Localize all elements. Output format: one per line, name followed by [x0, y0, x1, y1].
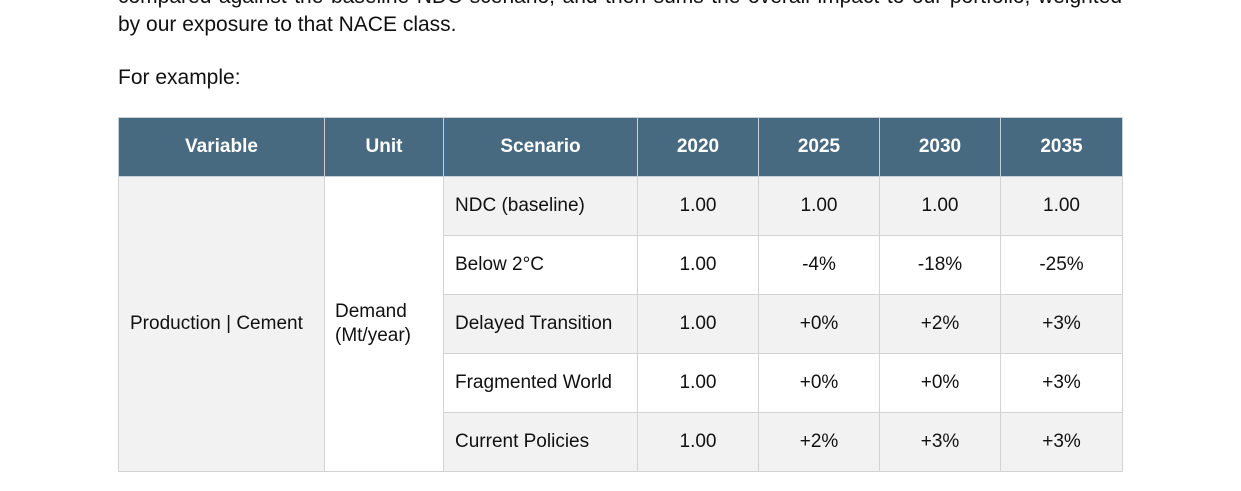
value-cell: +3% [1000, 353, 1123, 413]
value-cell: -25% [1000, 235, 1123, 295]
value-cell: -4% [758, 235, 880, 295]
value-cell: 1.00 [1000, 176, 1123, 236]
scenario-cell: Fragmented World [443, 353, 638, 413]
value-cell: 1.00 [879, 176, 1001, 236]
scenario-table: Variable Unit Scenario 2020 2025 2030 2035 Pro… [118, 117, 1123, 472]
value-cell: +3% [1000, 412, 1123, 472]
scenario-cell: Current Policies [443, 412, 638, 472]
scenario-cell: NDC (baseline) [443, 176, 638, 236]
value-cell: +2% [758, 412, 880, 472]
header-cell: 2035 [1000, 117, 1123, 177]
intro-text: For example: [118, 66, 241, 89]
value-cell: 1.00 [637, 235, 759, 295]
value-cell: +0% [758, 294, 880, 354]
table-row: Fragmented World 1.00 +0% +0% +3% [119, 353, 1123, 413]
header-cell: Unit [324, 117, 444, 177]
value-cell: 1.00 [637, 176, 759, 236]
header-cell: Scenario [443, 117, 638, 177]
value-cell: 1.00 [637, 294, 759, 354]
value-cell: +0% [758, 353, 880, 413]
header-cell: 2025 [758, 117, 880, 177]
value-cell: +3% [879, 412, 1001, 472]
table-row: Production | Cement Demand (Mt/year) NDC (… [118, 176, 1123, 472]
table-row: Delayed Transition 1.00 +0% +2% +3% [119, 294, 1123, 354]
value-cell: 1.00 [637, 412, 759, 472]
scenario-cell: Below 2°C [443, 235, 638, 295]
value-cell: 1.00 [637, 353, 759, 413]
paragraph-line: compared against the baseline NDC scenar… [118, 0, 1122, 11]
value-cell: +3% [1000, 294, 1123, 354]
value-cell: +0% [879, 353, 1001, 413]
scenario-cell: Delayed Transition [443, 294, 638, 354]
header-cell: Variable [118, 117, 325, 177]
table-row: Below 2°C 1.00 -4% -18% -25% [119, 235, 1123, 295]
value-cell: +2% [879, 294, 1001, 354]
table-row: Current Policies 1.00 +2% +3% +3% [119, 412, 1123, 472]
paragraph-line: by our exposure to that NACE class. [118, 13, 457, 36]
value-cell: 1.00 [758, 176, 880, 236]
header-row: Variable Unit Scenario 2020 2025 2030 2035 [118, 117, 1123, 177]
header-cell: 2020 [637, 117, 759, 177]
unit-cell: Demand (Mt/year) [324, 176, 444, 472]
header-cell: 2030 [879, 117, 1001, 177]
variable-cell: Production | Cement [118, 176, 325, 472]
value-cell: -18% [879, 235, 1001, 295]
